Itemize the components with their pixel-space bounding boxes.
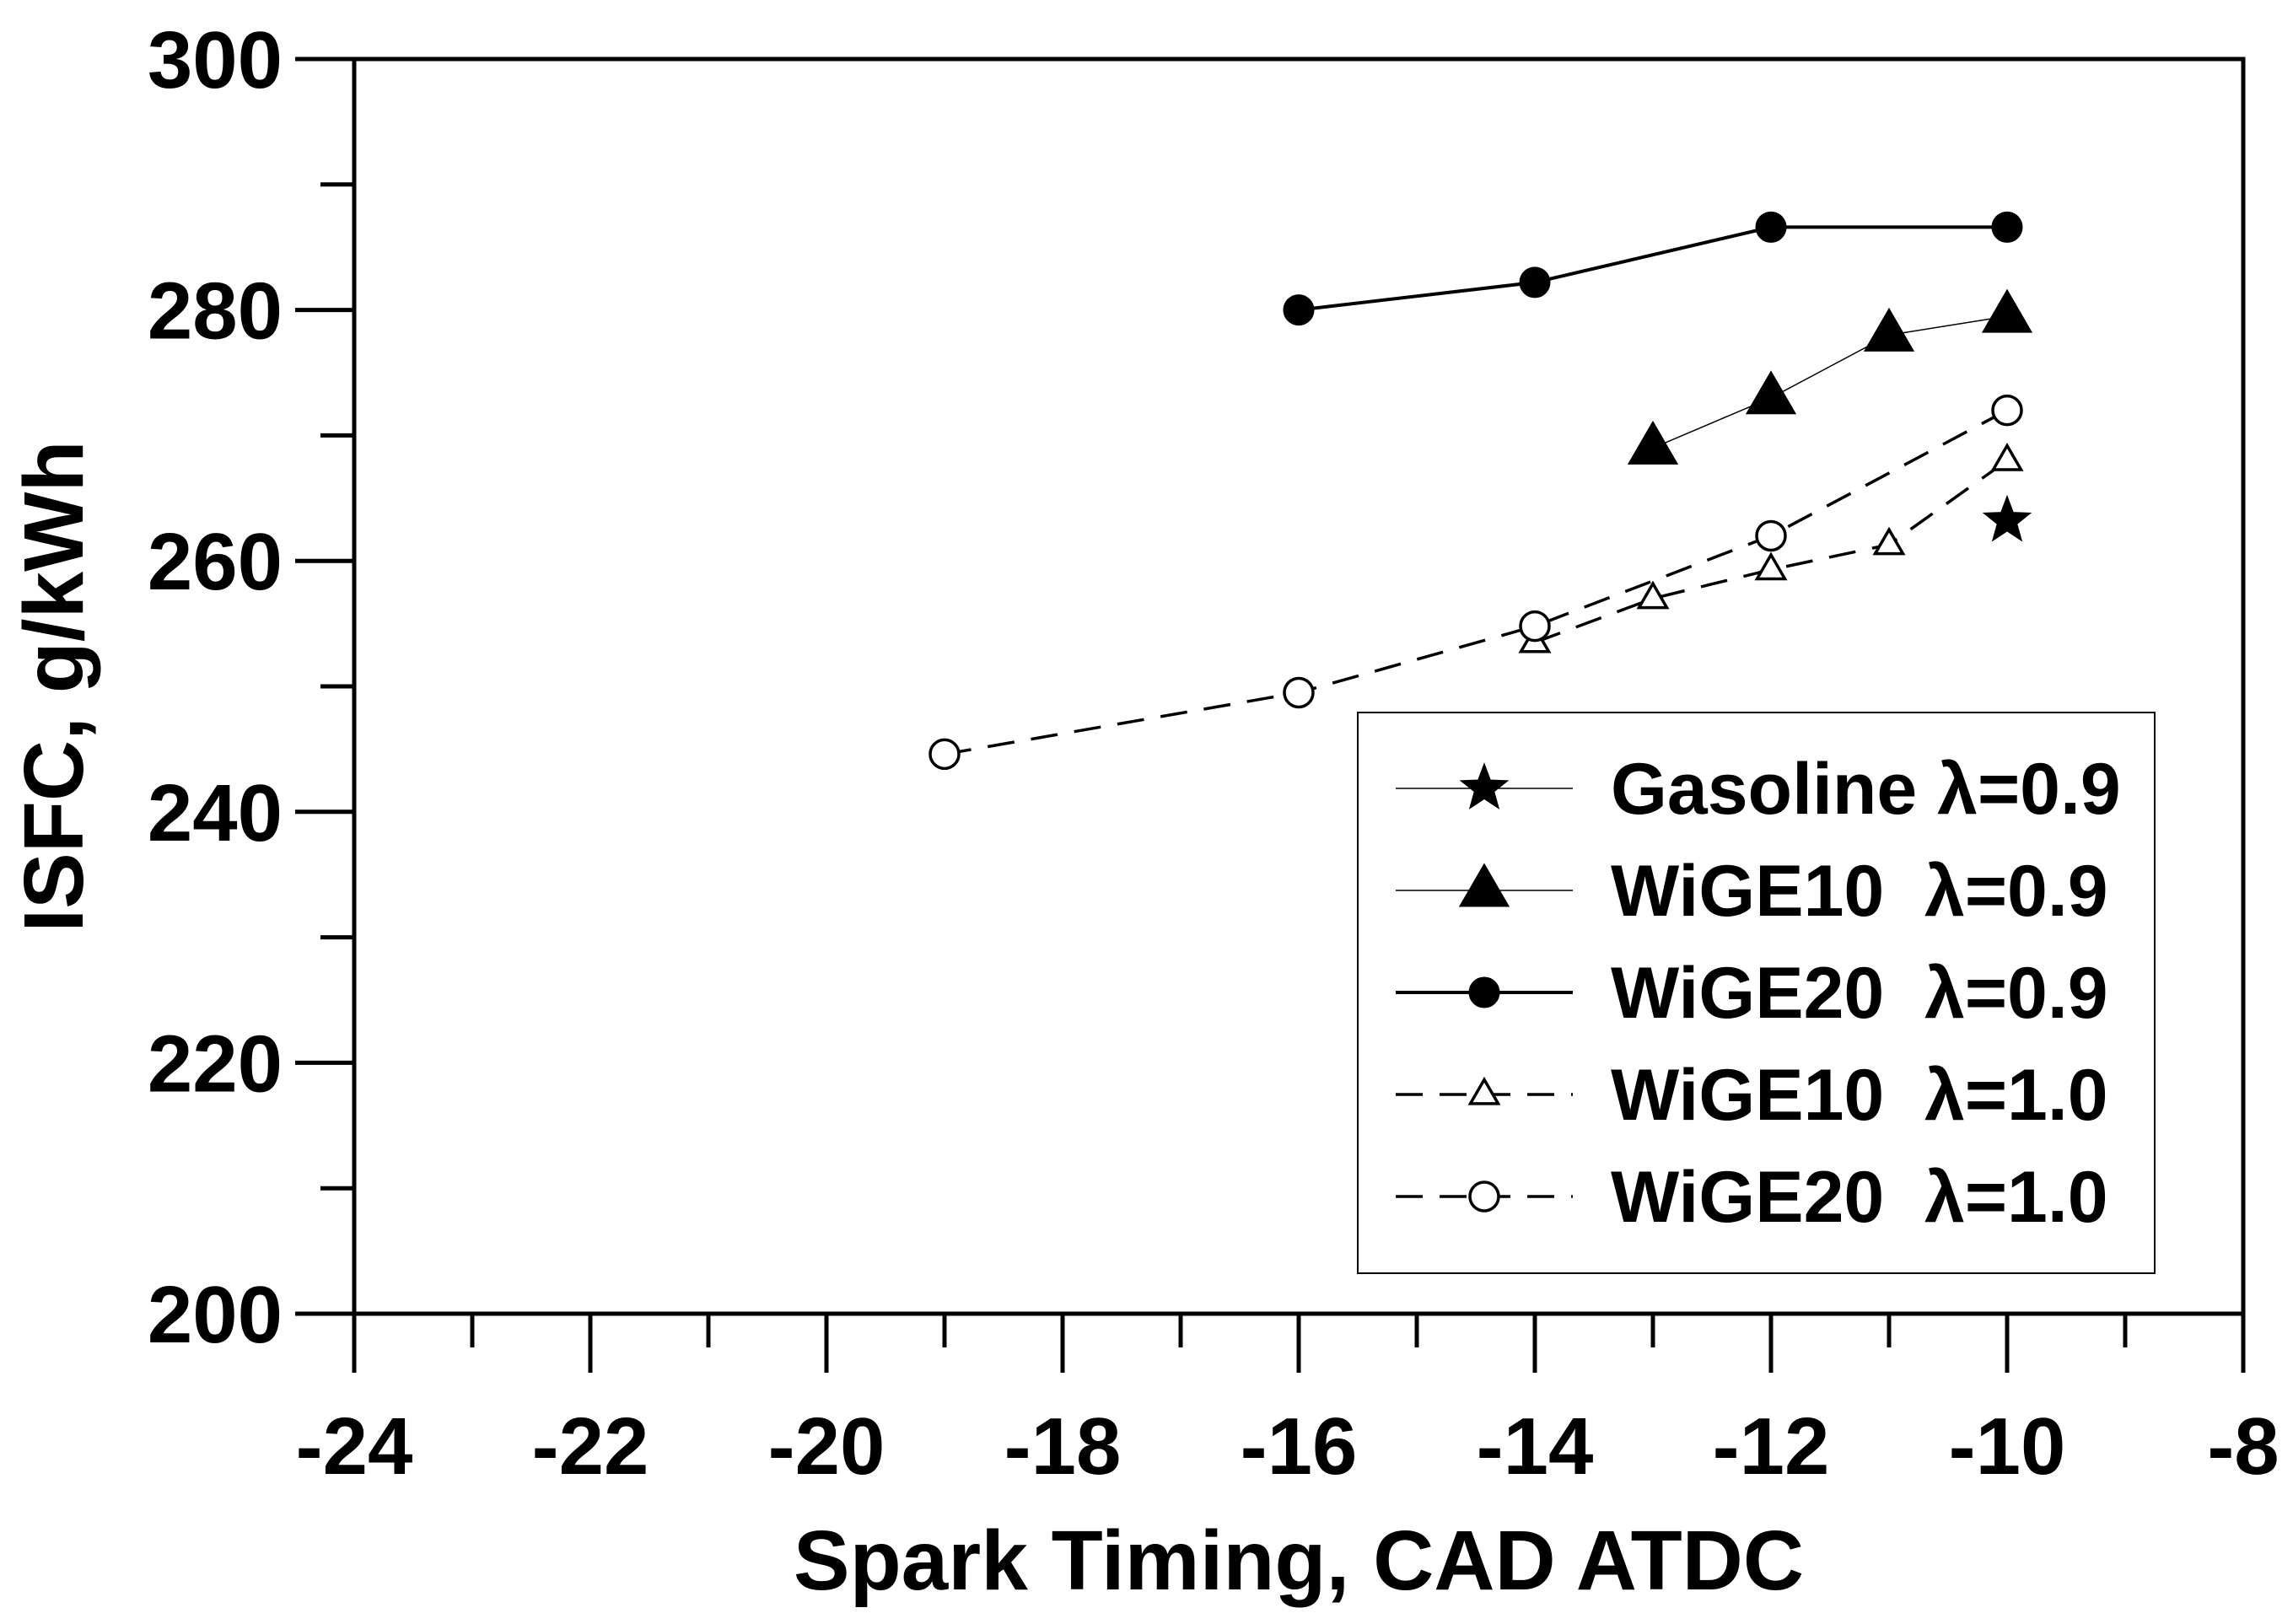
- legend-label: WiGE20 λ=1.0: [1611, 1157, 2108, 1238]
- data-point: [1991, 394, 2023, 427]
- y-tick-label: 280: [148, 266, 283, 357]
- axes-group: -24 -22 -20 -18 -16 -14 -12 -10 -8 200 220 240 260 28…: [148, 15, 2280, 1492]
- y-tick-label: 300: [148, 15, 283, 105]
- legend-label: WiGE10 λ=1.0: [1611, 1055, 2108, 1136]
- legend-marker: [1468, 976, 1500, 1008]
- legend-entry: WiGE10 λ=1.0: [1396, 1055, 2108, 1136]
- data-point: [1981, 288, 2033, 333]
- x-tick-label: -8: [2207, 1401, 2279, 1492]
- data-point: [1982, 494, 2032, 542]
- x-tick-label: -14: [1477, 1401, 1594, 1492]
- y-tick-label: 240: [148, 768, 283, 858]
- legend-label: WiGE20 λ=0.9: [1611, 953, 2108, 1034]
- series-line: [944, 409, 2008, 756]
- series-3: [1518, 442, 2024, 653]
- data-point: [1754, 551, 1788, 581]
- data-point: [1745, 370, 1797, 415]
- legend-entry: Gasoline λ=0.9: [1396, 749, 2121, 830]
- x-tick-label: -22: [532, 1401, 649, 1492]
- data-point: [1755, 519, 1787, 552]
- y-axis-title: ISFC, g/kWh: [7, 440, 101, 932]
- legend-marker: [1468, 1180, 1500, 1213]
- x-tick-label: -10: [1949, 1401, 2066, 1492]
- legend-label: Gasoline λ=0.9: [1611, 749, 2121, 830]
- data-point: [1991, 211, 2023, 243]
- y-tick-label: 260: [148, 517, 283, 607]
- x-axis-title: Spark Timing, CAD ATDC: [794, 1514, 1804, 1608]
- data-point: [1872, 526, 1906, 556]
- series-line: [1534, 459, 2009, 644]
- legend: Gasoline λ=0.9 WiGE10 λ=0.9 WiGE20 λ=0.9 Wi…: [1357, 712, 2156, 1274]
- data-point: [1627, 420, 1679, 465]
- legend-marker: [1458, 863, 1510, 907]
- legend-label: WiGE10 λ=0.9: [1611, 851, 2108, 932]
- y-tick-label: 220: [148, 1019, 283, 1109]
- x-tick-label: -12: [1713, 1401, 1830, 1492]
- data-point: [1519, 610, 1551, 643]
- series-line: [1652, 315, 2008, 449]
- data-point: [1283, 676, 1315, 709]
- legend-entry: WiGE20 λ=1.0: [1396, 1157, 2108, 1238]
- x-tick-label: -18: [1004, 1401, 1122, 1492]
- legend-entry: WiGE20 λ=0.9: [1396, 953, 2108, 1034]
- series-line: [1298, 225, 2007, 312]
- series-group: [929, 211, 2033, 771]
- x-tick-label: -24: [296, 1401, 413, 1492]
- legend-marker: [1467, 1076, 1501, 1105]
- series-1: [1627, 288, 2033, 465]
- x-tick-label: -20: [768, 1401, 885, 1492]
- series-2: [1283, 211, 2023, 326]
- data-point: [1755, 211, 1787, 243]
- legend-marker: [1459, 762, 1510, 810]
- series-4: [929, 394, 2023, 771]
- series-0: [1982, 494, 2032, 542]
- data-point: [1519, 266, 1551, 298]
- legend-entry: WiGE10 λ=0.9: [1396, 851, 2108, 932]
- data-point: [929, 738, 961, 771]
- data-point: [1283, 294, 1315, 326]
- data-point: [1636, 580, 1670, 610]
- data-point: [1863, 307, 1915, 352]
- data-point: [1990, 442, 2024, 471]
- y-tick-label: 200: [148, 1270, 283, 1360]
- x-tick-label: -16: [1241, 1401, 1358, 1492]
